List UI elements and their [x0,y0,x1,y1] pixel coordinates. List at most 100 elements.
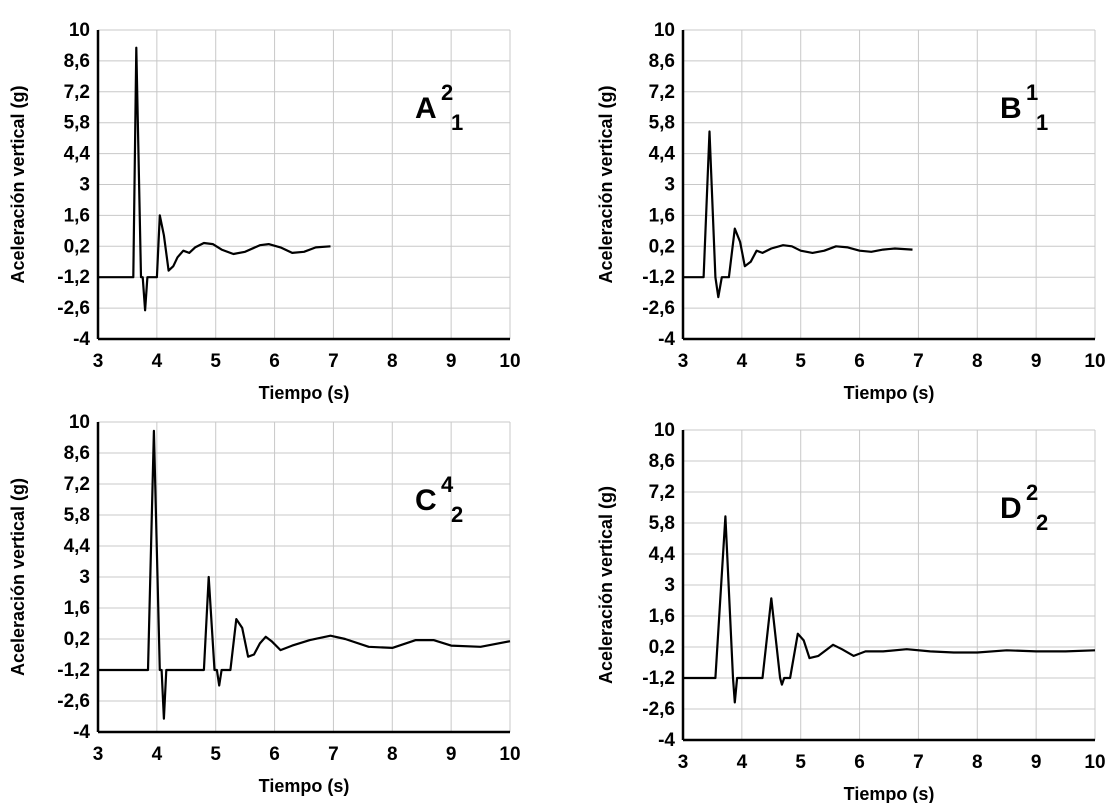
y-tick-label: 4,4 [64,144,91,165]
y-tick-label: 7,2 [649,482,675,503]
y-axis-label: Aceleración vertical (g) [8,85,28,283]
y-tick-label: 8,6 [649,51,675,72]
panel-tag: B [1000,92,1022,125]
y-tick-label: -4 [73,722,90,743]
y-tick-label: 5,8 [649,513,675,534]
x-tick-label: 5 [210,744,221,765]
y-tick-label: -2,6 [57,298,90,319]
y-tick-label: -1,2 [642,267,675,288]
x-tick-label: 8 [387,351,398,372]
x-tick-label: 9 [446,744,457,765]
y-tick-label: -2,6 [57,691,90,712]
y-tick-label: 3 [664,575,675,596]
panel-tag-subscript: 2 [451,502,463,527]
x-tick-label: 6 [269,351,280,372]
x-tick-label: 4 [152,351,163,372]
x-tick-label: 9 [1031,752,1042,773]
y-tick-label: 8,6 [64,443,90,464]
x-tick-label: 10 [499,351,520,372]
y-tick-label: 1,6 [649,205,675,226]
y-tick-label: 1,6 [64,205,90,226]
series-line [98,429,511,720]
y-tick-label: 3 [79,175,90,196]
x-tick-label: 4 [152,744,163,765]
x-tick-label: 3 [93,744,104,765]
x-tick-label: 4 [737,351,748,372]
y-tick-label: 8,6 [64,51,90,72]
panel-tag-subscript: 2 [1036,510,1048,535]
y-tick-label: 4,4 [649,544,676,565]
y-tick-label: 3 [79,567,90,588]
y-tick-label: -1,2 [642,668,675,689]
y-tick-label: -1,2 [57,267,90,288]
y-tick-label: 8,6 [649,451,675,472]
y-tick-label: 10 [654,420,675,441]
x-tick-label: 10 [1084,351,1105,372]
panel-tag: A [415,92,437,125]
x-tick-label: 9 [446,351,457,372]
y-tick-label: 3 [664,175,675,196]
x-tick-label: 8 [387,744,398,765]
x-tick-label: 7 [328,744,339,765]
y-tick-label: -1,2 [57,660,90,681]
x-axis-label: Tiempo (s) [259,776,350,796]
chart-panel-1: 108,67,25,84,431,60,2-1,2-2,6-43 4 5 6 7 8 9 10… [8,20,521,403]
y-tick-label: 0,2 [649,637,675,658]
y-tick-label: 1,6 [649,606,675,627]
y-tick-label: -2,6 [642,298,675,319]
x-tick-label: 7 [913,351,924,372]
y-tick-label: 1,6 [64,598,90,619]
x-axis-label: Tiempo (s) [259,383,350,403]
series-line [683,130,913,299]
y-tick-label: 7,2 [649,82,675,103]
y-tick-label: 5,8 [649,113,675,134]
x-axis-label: Tiempo (s) [844,784,935,803]
y-tick-label: 10 [654,20,675,41]
y-tick-label: 7,2 [64,82,90,103]
y-tick-label: 5,8 [64,505,90,526]
panel-tag-subscript: 1 [1036,110,1048,135]
y-tick-label: 5,8 [64,113,90,134]
series-line [98,46,331,312]
x-tick-label: 3 [93,351,104,372]
y-axis-label: Aceleración vertical (g) [8,478,28,676]
y-tick-label: -4 [658,329,675,350]
y-tick-label: 4,4 [649,144,676,165]
x-axis-label: Tiempo (s) [844,383,935,403]
x-tick-label: 4 [737,752,748,773]
x-tick-label: 9 [1031,351,1042,372]
x-tick-label: 3 [678,752,689,773]
panel-tag-superscript: 1 [1026,80,1038,105]
y-tick-label: -4 [73,329,90,350]
y-tick-label: 4,4 [64,536,91,557]
series-line [683,515,1096,704]
x-tick-label: 5 [210,351,221,372]
x-tick-label: 10 [1084,752,1105,773]
chart-panel-4: 108,67,25,84,431,60,2-1,2-2,6-43 4 5 6 7 8 9 10… [596,420,1105,803]
x-tick-label: 5 [795,351,806,372]
chart-panel-2: 108,67,25,84,431,60,2-1,2-2,6-43 4 5 6 7 8 9 10… [596,20,1105,403]
x-tick-label: 10 [499,744,520,765]
y-tick-label: 10 [69,20,90,41]
y-tick-label: 7,2 [64,474,90,495]
x-tick-label: 3 [678,351,689,372]
x-tick-label: 8 [972,351,983,372]
y-axis-label: Aceleración vertical (g) [596,85,616,283]
x-tick-label: 7 [913,752,924,773]
chart-panel-3: 108,67,25,84,431,60,2-1,2-2,6-43 4 5 6 7 8 9 10… [8,412,521,796]
x-tick-label: 5 [795,752,806,773]
y-tick-label: -2,6 [642,699,675,720]
x-tick-label: 6 [854,752,865,773]
y-tick-label: 0,2 [64,236,90,257]
y-tick-label: 0,2 [64,629,90,650]
y-tick-label: 10 [69,412,90,433]
panel-tag-superscript: 4 [441,472,454,497]
panel-tag: C [415,484,437,517]
panel-tag-superscript: 2 [1026,480,1038,505]
x-tick-label: 6 [269,744,280,765]
x-tick-label: 8 [972,752,983,773]
panel-tag-superscript: 2 [441,80,453,105]
panel-tag-subscript: 1 [451,110,463,135]
y-tick-label: -4 [658,730,675,751]
